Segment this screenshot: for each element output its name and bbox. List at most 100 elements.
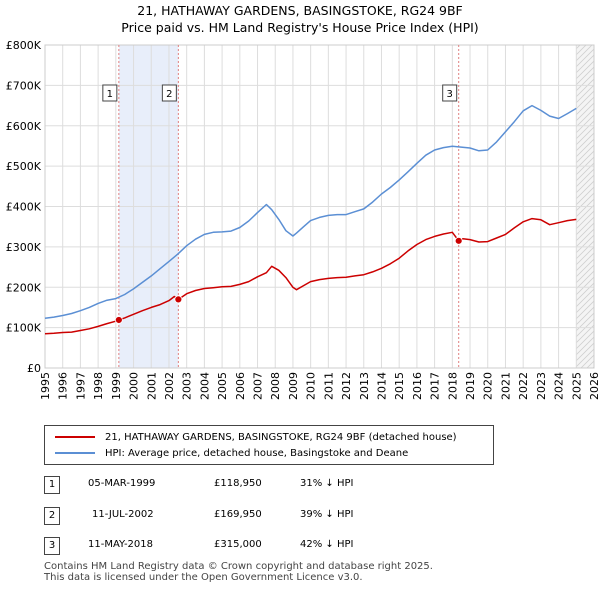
forecast-hatch-line [576,108,595,127]
forecast-hatch-line [576,294,595,313]
x-tick-label: 1997 [74,372,87,400]
x-tick-label: 2024 [553,372,566,400]
price-chart: £0 £100K £200K £300K £400K £500K £600K £700K £80… [6,25,600,400]
sale-hpi-diff: 42% ↓ HPI [300,539,354,550]
forecast-hatch-line [576,60,595,79]
plot-border [44,44,595,369]
y-tick-label: £600K [6,120,42,133]
forecast-hatch-line [576,132,595,151]
forecast-hatch-line [576,282,595,301]
forecast-hatch-line [576,198,595,217]
sale-marker-rect [442,84,458,102]
forecast-hatch-line [576,90,595,109]
legend-label-property: 21, HATHAWAY GARDENS, BASINGSTOKE, RG24 … [105,431,457,443]
forecast-hatch-line [576,264,595,283]
x-tick-label: 1996 [57,372,70,400]
x-tick-label: 2015 [393,372,406,400]
forecast-hatch-line [576,228,595,247]
x-tick-label: 2003 [181,372,194,400]
sale-marker-rect [161,84,177,102]
forecast-hatch-line [576,204,595,223]
x-tick-label: 2026 [588,372,600,400]
x-tick-label: 2007 [252,372,265,400]
sale-date-lines [118,45,460,368]
forecast-hatch-line [576,306,595,325]
forecast-hatch-line [576,48,595,67]
forecast-hatch-line [576,174,595,193]
sale-markers: 1 2 3 [102,84,458,102]
x-tick-label: 2011 [322,372,335,400]
sale-row: 1 05-MAR-1999 £118,950 31% ↓ HPI [44,476,584,496]
y-tick-label: £100K [6,322,42,335]
forecast-hatch-line [576,72,595,91]
forecast-hatch-line [576,270,595,289]
forecast-hatch-line [586,360,595,368]
forecast-hatch-line [576,180,595,199]
footer: Contains HM Land Registry data © Crown c… [44,561,433,583]
forecast-hatch-line [576,288,595,307]
legend-label-hpi: HPI: Average price, detached house, Basi… [105,447,409,459]
forecast-hatch-line [576,342,595,361]
sale-marker-rect [102,84,118,102]
sale-number-badge: 3 [44,537,60,555]
forecast-hatch-line [576,336,595,355]
forecast-hatch-line [576,222,595,241]
sale-marker-box: 2 [161,84,177,102]
x-tick-label: 2000 [128,372,141,400]
forecast-hatch-line [576,186,595,205]
sale-marker-label: 1 [107,89,113,100]
x-axis-labels: 1995 1996 1997 1998 1999 2000 2001 2002 2003 2004… [39,372,600,400]
forecast-hatch-line [576,300,595,319]
forecast-hatch-line [576,258,595,277]
x-tick-label: 2023 [535,372,548,400]
x-tick-label: 2025 [570,372,583,400]
sale-price: £315,000 [214,539,262,550]
legend-swatch-hpi [55,452,95,454]
legend: 21, HATHAWAY GARDENS, BASINGSTOKE, RG24 … [44,425,494,465]
forecast-hatch-line [576,246,595,265]
forecast-hatch-line [576,330,595,349]
x-tick-label: 2016 [411,372,424,400]
forecast-hatch-line [576,216,595,235]
sale-row: 3 11-MAY-2018 £315,000 42% ↓ HPI [44,537,584,557]
forecast-hatch-line [576,348,595,367]
x-tick-label: 2001 [145,372,158,400]
x-tick-label: 2013 [358,372,371,400]
forecast-hatch-line [576,54,595,73]
forecast-hatch-line [576,276,595,295]
sale-date: 05-MAR-1999 [88,478,156,489]
chart-title: 21, HATHAWAY GARDENS, BASINGSTOKE, RG24 … [137,3,463,18]
x-tick-label: 1999 [110,372,123,400]
legend-item-property: 21, HATHAWAY GARDENS, BASINGSTOKE, RG24 … [55,429,457,445]
forecast-hatch-line [576,25,594,43]
x-tick-label: 2008 [269,372,282,400]
forecast-hatch-line [576,234,595,253]
forecast-hatch-line [576,96,595,115]
forecast-hatch-line [576,84,595,103]
sale-date: 11-MAY-2018 [88,539,154,550]
forecast-hatch-line [576,66,595,85]
forecast-hatch-line [576,102,595,121]
sale-price: £169,950 [214,509,262,520]
sale-number-badge: 1 [44,476,60,494]
footer-copyright: Contains HM Land Registry data © Crown c… [44,561,433,572]
sale-marker-label: 3 [447,89,453,100]
series-lines [44,104,577,335]
x-tick-label: 2022 [517,372,530,400]
sale-marker-box: 3 [442,84,458,102]
forecast-region [576,25,595,368]
x-tick-label: 2021 [499,372,512,400]
y-axis-labels: £0 £100K £200K £300K £400K £500K £600K £700K £80… [6,39,42,375]
x-tick-label: 2019 [464,372,477,400]
sale-hpi-diff: 31% ↓ HPI [300,478,354,489]
x-tick-label: 2012 [340,372,353,400]
forecast-hatch-line [576,45,593,61]
forecast-hatch-line [576,192,595,211]
forecast-hatch-line [576,240,595,259]
sale-marker-label: 2 [166,89,172,100]
forecast-hatch-line [576,78,595,97]
forecast-hatch-line [576,45,587,55]
x-tick-label: 2006 [234,372,247,400]
x-tick-label: 2009 [287,372,300,400]
y-tick-label: £200K [6,281,42,294]
